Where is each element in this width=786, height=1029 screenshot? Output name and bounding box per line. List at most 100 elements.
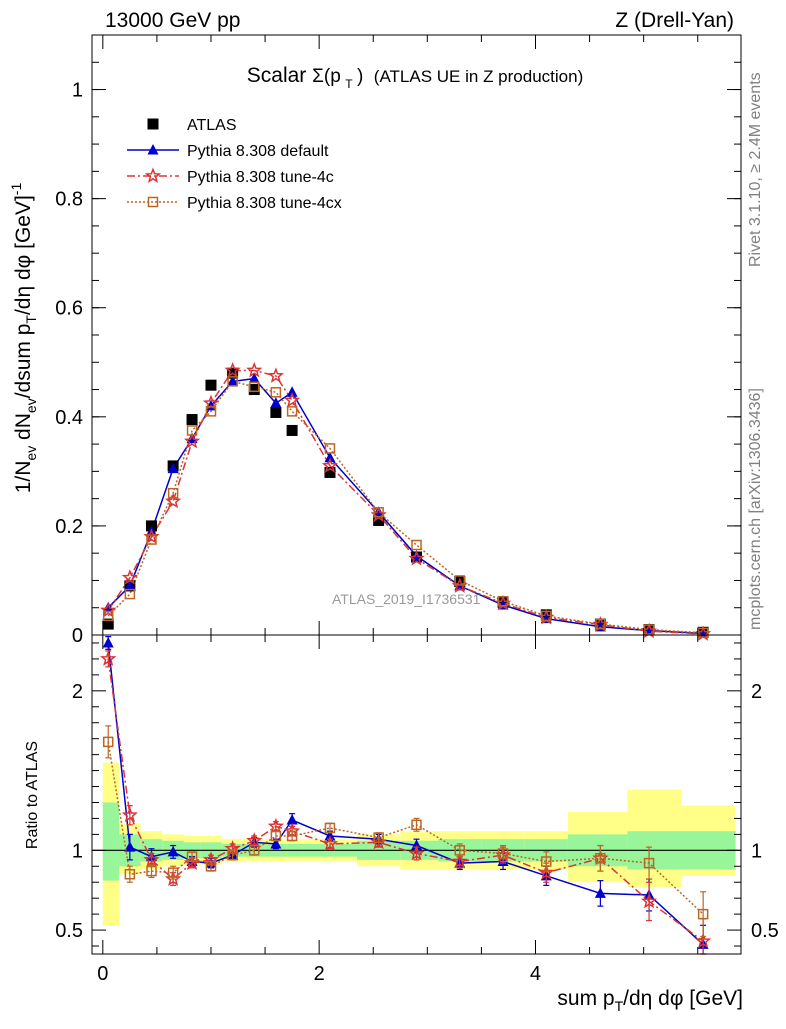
point-tune4c — [224, 361, 241, 378]
x-tick-label: 4 — [530, 963, 541, 985]
point-tune4cx — [497, 595, 509, 607]
ratio-point-tune4cx — [124, 869, 136, 880]
point-data — [102, 618, 114, 630]
ratio-point-tune4c — [267, 817, 285, 834]
point-tune4cx — [102, 610, 114, 622]
legend-marker-tune4c — [144, 167, 162, 183]
ratio-y-tick-label: 1 — [72, 840, 83, 862]
legend-label-tune4cx: Pythia 8.308 tune-4cx — [187, 195, 342, 212]
legend-label-tune4c: Pythia 8.308 tune-4c — [187, 169, 334, 186]
top-panel-title: Scalar Σ(p T ) (ATLAS UE in Z production… — [247, 64, 583, 92]
ratio-y-tick-label: 2 — [72, 681, 83, 703]
top-panel-marks — [99, 361, 712, 641]
ratio-point-default — [167, 845, 179, 857]
point-default — [227, 375, 239, 386]
point-tune4cx — [643, 624, 655, 635]
ratio-point-tune4cx — [373, 832, 384, 843]
ratio-point-default — [594, 887, 606, 898]
legend-marker-data — [147, 118, 159, 130]
point-tune4c — [99, 601, 117, 618]
point-tune4c — [121, 569, 138, 585]
ratio-y-tick-label-right: 1 — [751, 840, 762, 862]
point-default — [270, 397, 282, 408]
legend-label-data: ATLAS — [187, 117, 237, 134]
ratio-point-tune4c — [451, 852, 468, 869]
point-data — [286, 424, 298, 436]
ratio-point-tune4cx — [286, 830, 298, 842]
legend-label-default: Pythia 8.308 default — [187, 143, 329, 160]
ratio-point-tune4c — [246, 832, 263, 848]
point-data — [373, 514, 385, 526]
point-tune4c — [202, 394, 220, 411]
legend-marker-default — [147, 144, 159, 155]
point-tune4cx — [373, 507, 384, 518]
ratio-point-tune4cx — [411, 819, 422, 831]
point-tune4c — [267, 367, 285, 383]
ratio-point-tune4cx — [541, 856, 552, 867]
top-y-tick-label: 0 — [72, 625, 83, 647]
point-default — [411, 549, 422, 561]
ratio-point-tune4cx — [146, 865, 157, 877]
top-panel-y-ticks: 0 0.2 0.4 0.6 0.8 1 — [55, 34, 741, 647]
ratio-point-default — [324, 829, 336, 841]
ratio-point-tune4c — [99, 650, 117, 666]
watermark-label: ATLAS_2019_I1736531 — [332, 591, 481, 607]
point-default — [373, 506, 385, 517]
top-y-tick-label: 0.2 — [55, 516, 83, 538]
point-tune4c — [321, 457, 339, 473]
point-default — [186, 432, 198, 444]
ratio-point-tune4c — [640, 892, 658, 909]
ratio-point-tune4cx — [205, 861, 217, 872]
point-tune4c — [283, 391, 301, 408]
title-sub-t: T — [345, 77, 353, 91]
title-close: ) — [357, 66, 363, 87]
top-panel: 0 0.2 0.4 0.6 0.8 1 ATLAS_2019_I1736531 Scala… — [8, 34, 742, 647]
ratio-panel-frame — [91, 634, 742, 955]
ratio-point-default — [270, 837, 282, 849]
ratio-point-tune4cx — [454, 845, 466, 856]
x-tick-label: 2 — [314, 963, 325, 985]
ratio-point-tune4c — [121, 806, 138, 823]
ratio-y-tick-label-right: 0.5 — [751, 920, 779, 942]
point-tune4cx — [167, 487, 179, 499]
ratio-point-tune4cx — [697, 908, 709, 920]
ratio-point-tune4cx — [227, 849, 238, 861]
ratio-panel: 0.5 0.5 1 1 2 2 0 2 4 Ratio to ATLAS sum pT/dη d… — [24, 634, 779, 1014]
point-default — [286, 386, 298, 397]
point-tune4cx — [249, 381, 260, 393]
point-default — [102, 601, 114, 613]
ratio-point-default — [286, 814, 298, 825]
point-data — [248, 384, 260, 396]
point-tune4cx — [595, 618, 606, 630]
ratio-point-tune4cx — [186, 851, 198, 862]
ratio-point-default — [102, 636, 114, 648]
point-data — [270, 406, 282, 418]
header-process-left: 13000 GeV pp — [105, 9, 240, 32]
ratio-point-tune4c — [321, 835, 339, 851]
point-tune4cx — [205, 406, 217, 417]
x-tick-label: 0 — [97, 963, 108, 985]
point-tune4c — [183, 432, 201, 449]
ratio-point-tune4c — [143, 851, 160, 867]
ratio-panel-ticks: 0.5 0.5 1 1 2 2 0 2 4 — [55, 635, 779, 985]
ratio-point-default — [124, 841, 136, 852]
ratio-point-tune4cx — [167, 867, 179, 878]
point-tune4cx — [227, 376, 238, 387]
ratio-point-tune4cx — [102, 736, 114, 748]
point-default — [124, 579, 136, 591]
top-y-axis-label: 1/Nev dNev/dsum pT/dη dφ [GeV]-1 — [8, 183, 39, 494]
point-default — [167, 462, 179, 474]
ratio-y-tick-label-right: 2 — [751, 681, 762, 703]
ratio-point-tune4cx — [643, 857, 655, 869]
side-rivet-label: Rivet 3.1.10, ≥ 2.4M events — [747, 72, 764, 267]
point-tune4cx — [124, 588, 136, 600]
band-green-bin — [102, 802, 120, 881]
point-tune4cx — [697, 627, 709, 639]
header-process-right: Z (Drell-Yan) — [615, 9, 734, 32]
ratio-panel-marks — [99, 635, 712, 955]
title-sigma: Σ(p — [312, 66, 341, 87]
point-data — [324, 466, 336, 478]
ratio-point-tune4cx — [324, 822, 336, 834]
ratio-point-tune4c — [695, 932, 712, 949]
